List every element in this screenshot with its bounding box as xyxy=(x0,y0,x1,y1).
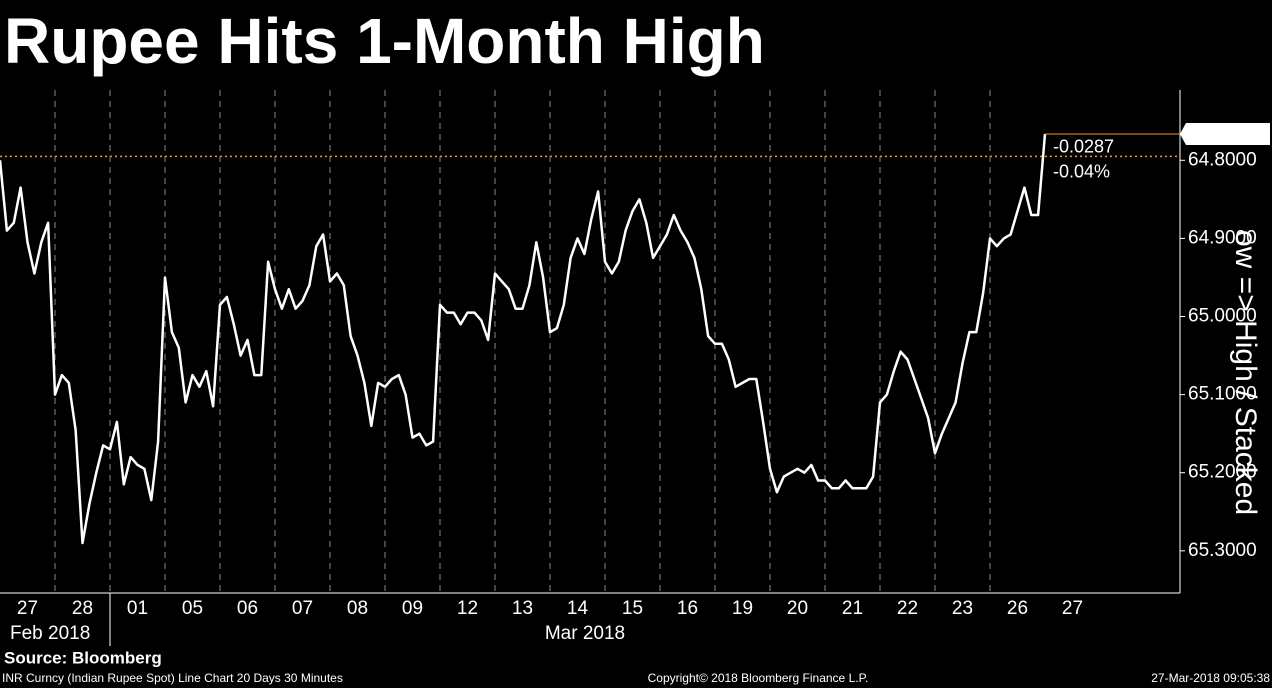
x-tick-label: 01 xyxy=(127,598,148,619)
change-pct-label: -0.04% xyxy=(1053,162,1110,182)
x-tick-label: 15 xyxy=(622,598,643,619)
source: Source: Bloomberg xyxy=(4,648,162,667)
footer-left: INR Curncy (Indian Rupee Spot) Line Char… xyxy=(2,671,343,685)
x-tick-label: 08 xyxy=(347,598,368,619)
last-price-box xyxy=(1180,122,1270,145)
x-tick-label: 14 xyxy=(567,598,589,619)
x-tick-label: 19 xyxy=(732,598,753,619)
x-tick-label: 27 xyxy=(17,598,38,619)
change-label: -0.0287 xyxy=(1053,137,1114,157)
x-tick-label: 13 xyxy=(512,598,533,619)
x-group-label: Mar 2018 xyxy=(545,623,625,644)
last-price-label: 64.7663 xyxy=(1188,123,1257,144)
x-tick-label: 23 xyxy=(952,598,973,619)
x-tick-label: 05 xyxy=(182,598,203,619)
footer-center: Copyright© 2018 Bloomberg Finance L.P. xyxy=(648,671,869,685)
x-tick-label: 22 xyxy=(897,598,918,619)
axis-note: ow => High / Stacked xyxy=(1229,230,1262,515)
y-tick-label: 64.8000 xyxy=(1188,149,1257,170)
price-line xyxy=(0,133,1047,545)
x-tick-label: 20 xyxy=(787,598,808,619)
y-tick-label: 65.2000 xyxy=(1188,462,1257,483)
footer-right: 27-Mar-2018 09:05:38 xyxy=(1151,671,1270,685)
x-tick-label: 21 xyxy=(842,598,863,619)
x-tick-label: 12 xyxy=(457,598,478,619)
y-tick-label: 65.0000 xyxy=(1188,306,1257,327)
x-group-label: Feb 2018 xyxy=(10,623,90,644)
x-tick-label: 09 xyxy=(402,598,423,619)
chart-title: Rupee Hits 1-Month High xyxy=(4,5,765,77)
x-tick-label: 27 xyxy=(1062,598,1083,619)
x-tick-label: 06 xyxy=(237,598,258,619)
x-tick-label: 16 xyxy=(677,598,698,619)
y-tick-label: 65.1000 xyxy=(1188,384,1257,405)
x-tick-label: 07 xyxy=(292,598,313,619)
y-tick-label: 65.3000 xyxy=(1188,540,1257,561)
y-tick-label: 64.9000 xyxy=(1188,227,1257,248)
x-tick-label: 28 xyxy=(72,598,93,619)
x-tick-label: 26 xyxy=(1007,598,1028,619)
